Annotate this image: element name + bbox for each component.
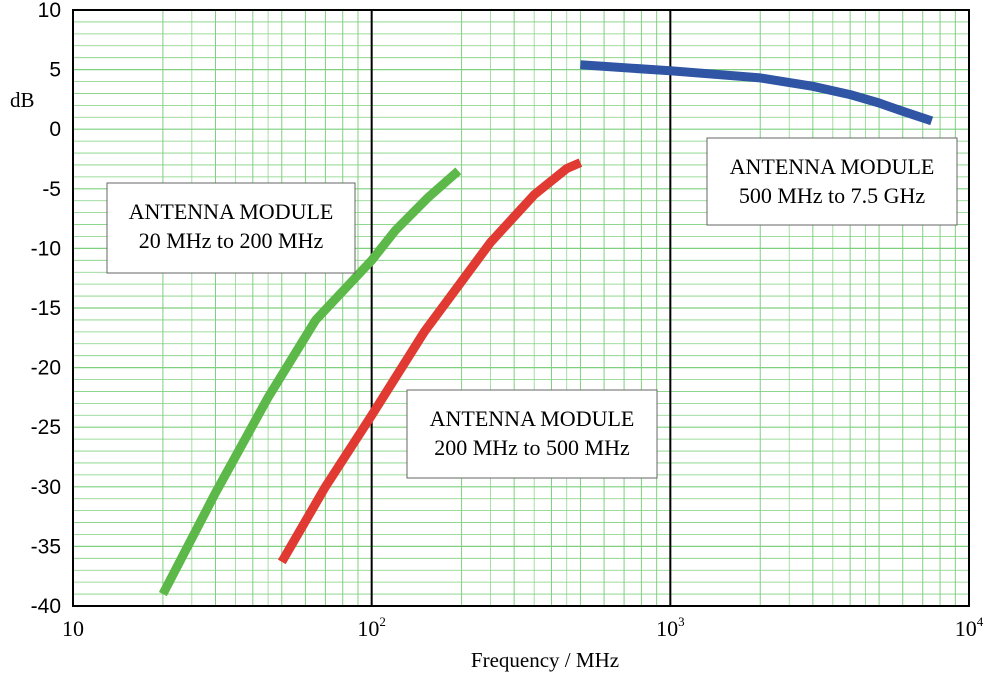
major-grid (370, 10, 672, 606)
annotation-text: 200 MHz to 500 MHz (434, 435, 630, 460)
annotation-box (106, 182, 356, 274)
annotation-box (706, 137, 958, 226)
y-tick-labels: 10 5 0 -5 -10 -15 -20 -25 -30 -35 -40 (31, 0, 61, 618)
x-tick-labels: 10 102 103 104 (62, 614, 984, 641)
annotation-text: 20 MHz to 200 MHz (139, 228, 324, 253)
x-tick-label: 10 (62, 616, 84, 641)
y-tick-label: 0 (49, 118, 61, 141)
annotation-text: ANTENNA MODULE (129, 199, 334, 224)
x-tick-label: 104 (955, 614, 984, 641)
annotation-3: ANTENNA MODULE 500 MHz to 7.5 GHz (706, 137, 958, 226)
annotation-box (406, 389, 658, 479)
annotation-text: ANTENNA MODULE (430, 406, 635, 431)
x-tick-label: 103 (656, 614, 685, 641)
series-line-3 (580, 60, 934, 126)
y-axis-label: dB (10, 88, 35, 112)
plot-frame (72, 9, 970, 607)
annotation-text: 500 MHz to 7.5 GHz (739, 183, 926, 208)
y-tick-label: -30 (31, 476, 61, 499)
y-tick-label: -10 (31, 237, 61, 260)
annotation-1: ANTENNA MODULE 20 MHz to 200 MHz (106, 182, 356, 274)
series-group (158, 60, 934, 597)
series-line-1 (158, 167, 462, 597)
x-tick-exponent: 3 (678, 614, 685, 629)
y-tick-label: -40 (31, 595, 61, 618)
series-line-2 (277, 158, 583, 565)
y-tick-label: -20 (31, 357, 61, 380)
y-tick-label: -15 (31, 297, 61, 320)
y-tick-label: 10 (38, 0, 61, 22)
x-tick-label: 102 (357, 614, 386, 641)
annotation-2: ANTENNA MODULE 200 MHz to 500 MHz (406, 389, 658, 479)
y-tick-label: 5 (49, 59, 61, 82)
x-tick-exponent: 4 (977, 614, 984, 629)
x-axis-label: Frequency / MHz (471, 648, 619, 672)
y-tick-label: -5 (42, 178, 61, 201)
x-tick-exponent: 2 (379, 614, 386, 629)
annotation-text: ANTENNA MODULE (730, 154, 935, 179)
y-tick-label: -25 (31, 416, 61, 439)
y-tick-label: -35 (31, 535, 61, 558)
